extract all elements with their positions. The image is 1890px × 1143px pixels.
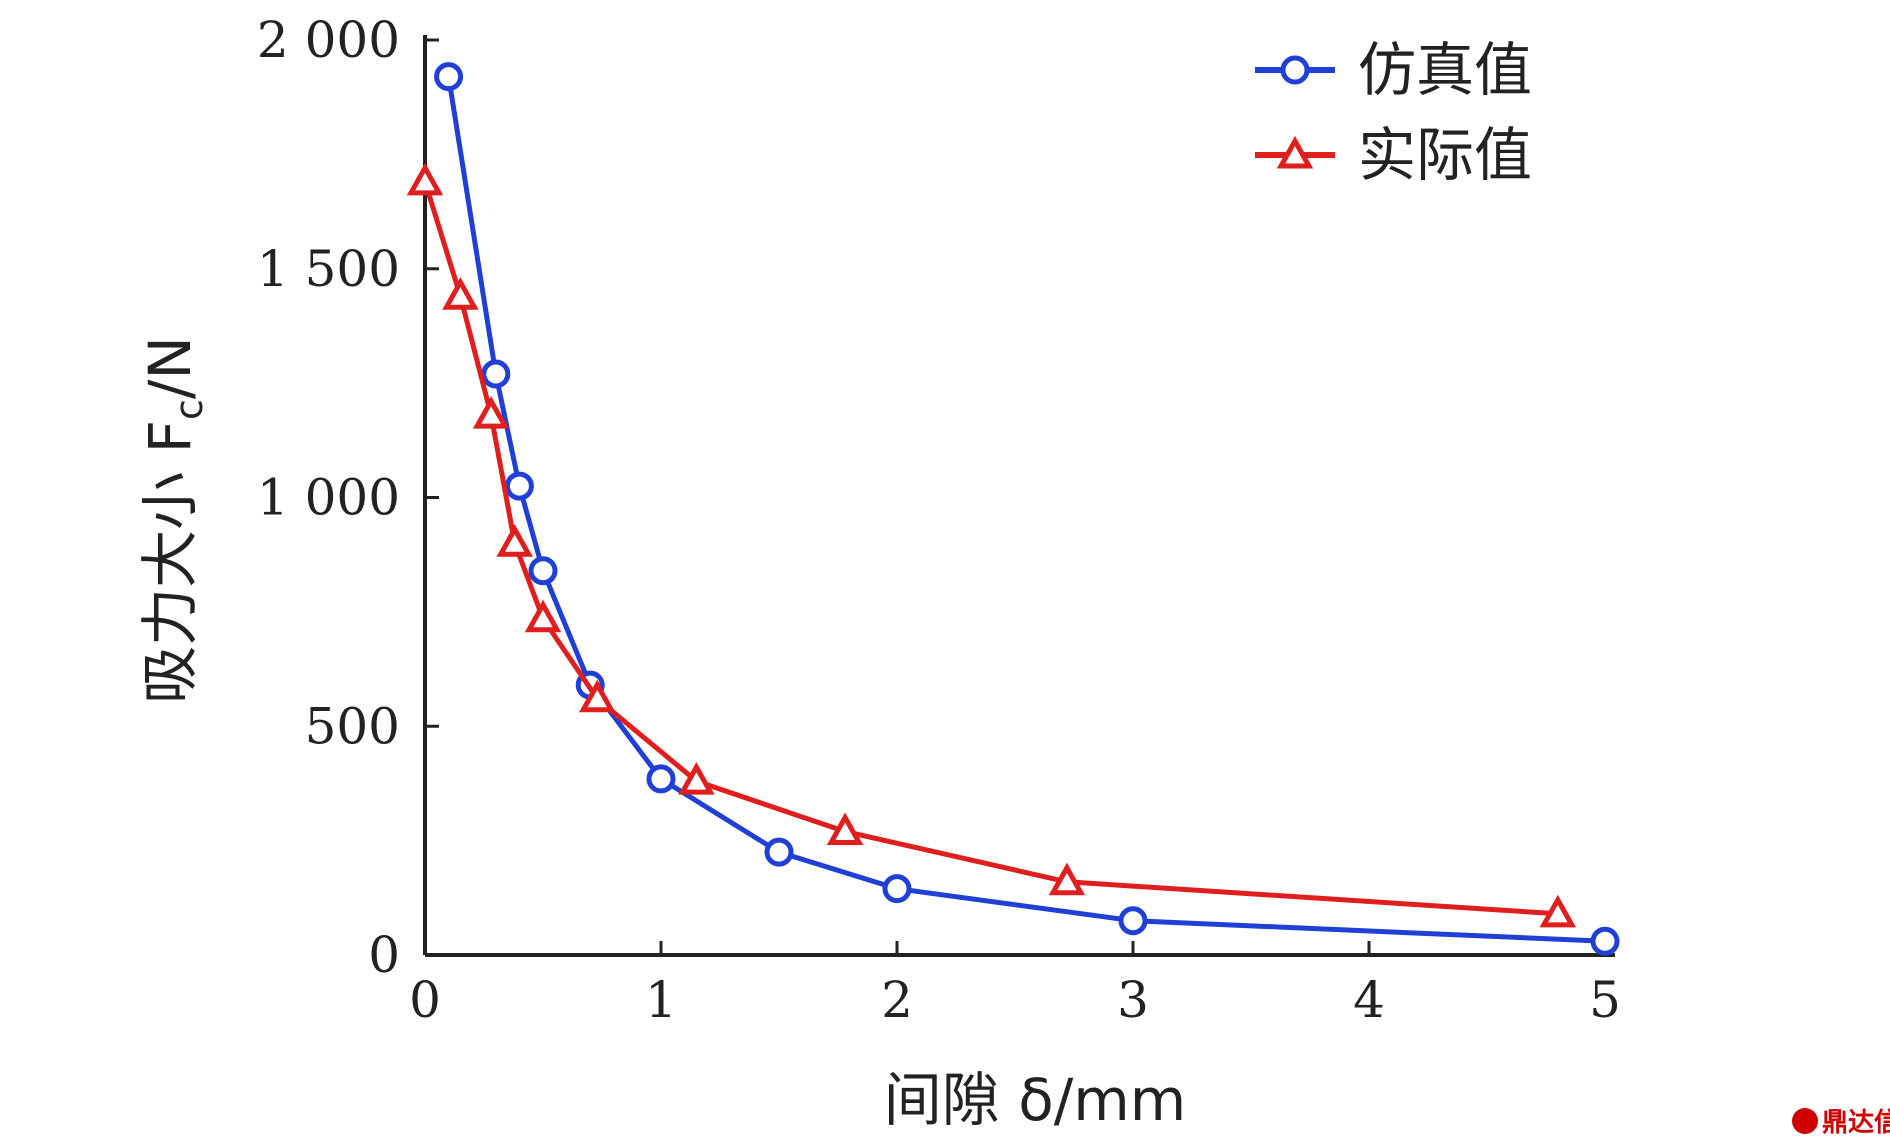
- y-axis-title-main: 吸力大小 F: [136, 420, 204, 704]
- x-tick-label: 4: [1353, 971, 1385, 1029]
- data-point: [481, 359, 511, 389]
- y-tick-label: 500: [305, 697, 400, 755]
- data-point: [472, 396, 510, 429]
- series-line: [422, 181, 1558, 917]
- data-point: [1048, 862, 1086, 896]
- series-line: [446, 76, 1606, 944]
- data-point: [406, 162, 444, 196]
- y-axis-title-subscript: c: [167, 399, 211, 420]
- series-1: [406, 162, 1577, 928]
- data-point: [434, 62, 464, 92]
- watermark-logo-icon: [1792, 1108, 1818, 1134]
- data-point: [579, 679, 616, 713]
- svg-text:吸力大小 Fc/N: 吸力大小 Fc/N: [136, 336, 211, 704]
- data-point: [764, 837, 794, 867]
- data-point: [504, 471, 534, 501]
- series-0: [434, 62, 1620, 956]
- x-tick-label: 5: [1589, 971, 1621, 1029]
- y-tick-label: 1 000: [257, 469, 400, 527]
- data-point: [524, 599, 562, 633]
- x-tick-label: 1: [645, 971, 677, 1029]
- data-point: [826, 812, 864, 845]
- data-point: [678, 762, 715, 795]
- y-axis-title-unit: /N: [136, 336, 204, 399]
- data-point: [496, 524, 533, 557]
- data-point: [882, 874, 912, 904]
- watermark-text: 鼎达信: [1822, 1108, 1890, 1138]
- data-point: [528, 556, 558, 586]
- x-tick-label: 3: [1117, 971, 1149, 1029]
- x-tick-label: 2: [881, 971, 913, 1029]
- legend-label-simulated: 仿真值: [1358, 36, 1532, 104]
- legend: 仿真值 实际值: [1255, 36, 1532, 189]
- data-point: [646, 764, 676, 794]
- x-axis-title: 间隙 δ/mm: [884, 1066, 1186, 1134]
- data-point: [1118, 906, 1148, 936]
- series-layer: [406, 62, 1620, 956]
- watermark-logo: 鼎达信: [1792, 1108, 1890, 1138]
- legend-label-measured: 实际值: [1358, 121, 1532, 189]
- data-point: [1590, 926, 1620, 956]
- x-tick-label: 0: [409, 971, 441, 1029]
- legend-marker-circle: [1280, 55, 1310, 85]
- data-point: [1539, 894, 1577, 928]
- data-point: [442, 277, 479, 310]
- y-tick-label: 0: [368, 926, 400, 984]
- legend-marker-triangle: [1276, 135, 1314, 169]
- y-axis-title: 吸力大小 Fc/N: [136, 336, 211, 704]
- y-tick-label: 2 000: [257, 11, 400, 69]
- y-tick-label: 1 500: [257, 240, 400, 298]
